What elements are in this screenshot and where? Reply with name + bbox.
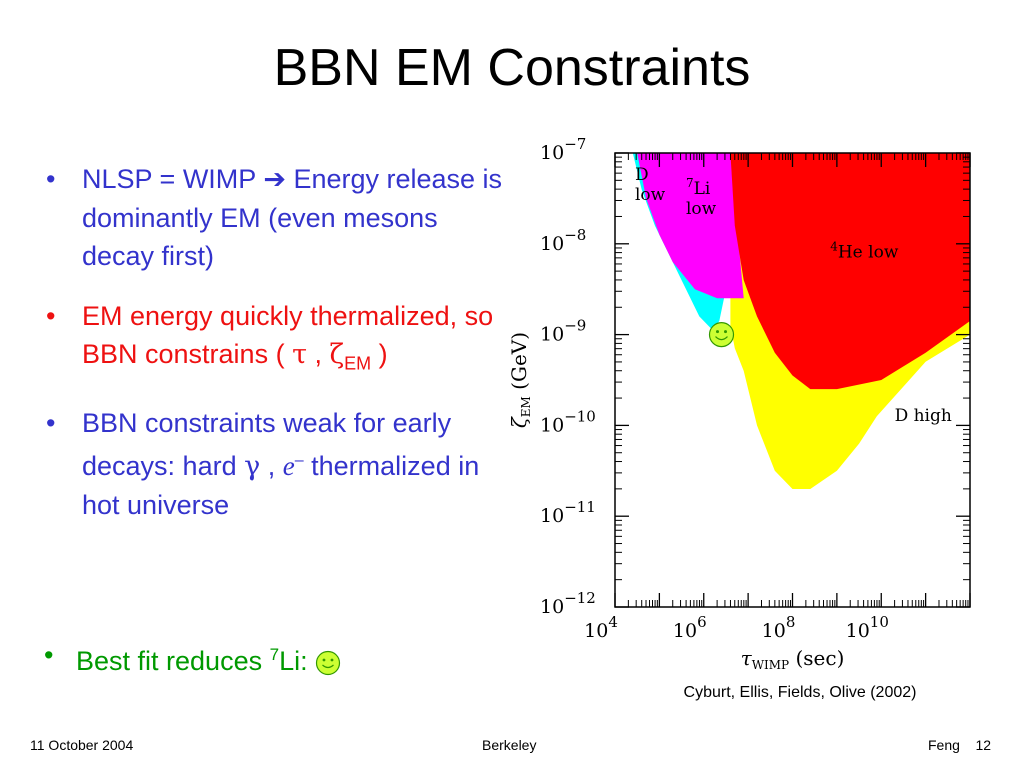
bullet-em-energy: • EM energy quickly thermalized, so BBN …	[40, 297, 510, 382]
y-tick-label: 10−7	[540, 135, 586, 164]
electron-symbol: e	[282, 451, 295, 482]
y-tick-label: 10−12	[540, 589, 596, 618]
footer-author-page: Feng 12	[928, 737, 992, 753]
arrow-icon: ➔	[263, 164, 286, 195]
svg-text:4He low: 4He low	[830, 239, 899, 262]
slide-title: BBN EM Constraints	[273, 39, 751, 97]
tau-symbol: τ	[292, 339, 308, 370]
bullet-nlsp: • NLSP = WIMP ➔ Energy release is domina…	[40, 160, 510, 275]
smiley-icon	[315, 650, 341, 675]
bullet-dot: •	[46, 301, 56, 331]
x-tick-label: 1010	[846, 613, 889, 642]
bullet-best-fit: • Best fit reduces 7Li:	[40, 636, 516, 680]
x-axis-label: τWIMP (sec)	[741, 646, 845, 670]
plot-frame	[614, 152, 971, 608]
bullet-list: • NLSP = WIMP ➔ Energy release is domina…	[40, 160, 510, 546]
bbn-constraint-plot: 10−7 10−8 10−9 10−10 10−11 10−12 104 106 108 101…	[507, 135, 971, 670]
svg-text:7Li: 7Li	[686, 176, 711, 199]
svg-text:D high: D high	[895, 406, 952, 426]
y-tick-label: 10−8	[540, 226, 586, 255]
y-axis-label: ζEM (GeV)	[507, 332, 533, 428]
y-tick-label: 10−10	[540, 407, 596, 436]
x-tick-label: 106	[673, 613, 707, 642]
x-tick-label: 108	[762, 613, 796, 642]
y-tick-labels: 10−7 10−8 10−9 10−10 10−11 10−12	[540, 135, 596, 618]
zeta-symbol: ζ	[329, 339, 345, 370]
footer-date: 11 October 2004	[30, 737, 134, 753]
constraint-region-2	[637, 153, 744, 299]
x-tick-label: 104	[584, 613, 618, 642]
bullet-dot: •	[44, 640, 54, 670]
y-tick-label: 10−11	[540, 498, 596, 527]
bullet-bbn-weak: • BBN constraints weak for early decays:…	[40, 404, 510, 524]
footer-venue: Berkeley	[482, 737, 537, 753]
svg-text:D: D	[635, 165, 649, 185]
constraint-regions	[632, 153, 970, 489]
gamma-symbol: γ	[244, 451, 261, 483]
bullet-dot: •	[46, 408, 56, 439]
x-tick-labels: 104 106 108 1010	[584, 613, 889, 642]
constraint-region-3	[730, 153, 970, 390]
svg-text:low: low	[635, 185, 666, 205]
svg-text:low: low	[686, 199, 717, 219]
y-tick-label: 10−9	[540, 317, 586, 346]
bullet-dot: •	[46, 164, 56, 194]
citation-caption: Cyburt, Ellis, Fields, Olive (2002)	[683, 684, 917, 701]
region-label: D high	[895, 406, 952, 426]
best-fit-smiley-icon	[708, 322, 735, 348]
region-label: 4He low	[830, 239, 899, 262]
